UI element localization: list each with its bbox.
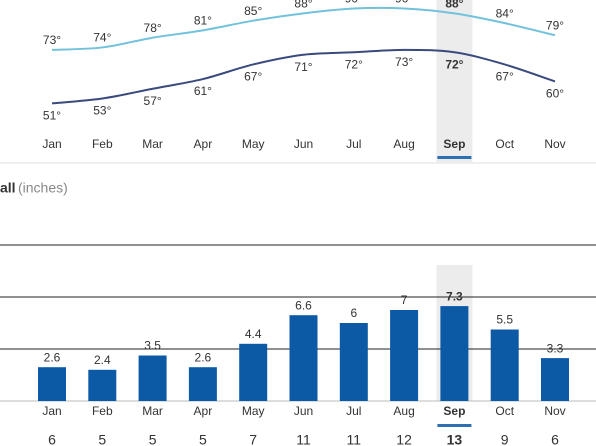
x-tick-label: Apr — [194, 137, 213, 151]
x-tick-label: Nov — [544, 404, 565, 418]
value-label: 57° — [144, 94, 162, 108]
value-label: 90° — [395, 0, 413, 6]
value-label: 81° — [194, 14, 212, 28]
rain-days: 5 — [98, 432, 106, 446]
value-label: 88° — [294, 0, 312, 11]
value-label: 74° — [93, 31, 111, 45]
bar — [239, 343, 268, 401]
value-label: 72° — [445, 57, 463, 71]
rain-days: 7 — [249, 432, 257, 446]
value-label: 67° — [244, 70, 262, 84]
value-label: 3.3 — [547, 341, 564, 355]
highlight-underline — [437, 156, 472, 159]
value-label: 6 — [350, 306, 357, 320]
value-label: 2.4 — [94, 353, 111, 367]
value-label: 61° — [194, 84, 212, 98]
value-label: 67° — [496, 70, 514, 84]
rain-days: 5 — [149, 432, 157, 446]
chart-title: all — [0, 180, 16, 196]
value-label: 7.3 — [446, 289, 463, 303]
x-tick-label: Mar — [142, 137, 163, 151]
value-label: 88° — [445, 0, 463, 11]
bar — [88, 369, 117, 401]
bar — [289, 315, 318, 401]
x-tick-label: Apr — [194, 404, 213, 418]
x-tick-label: Sep — [443, 137, 465, 151]
bar — [440, 306, 469, 401]
bar — [541, 358, 569, 401]
bar — [339, 323, 368, 401]
bar — [138, 355, 167, 401]
x-tick-label: Oct — [495, 404, 514, 418]
rain-days: 11 — [347, 432, 362, 446]
value-label: 78° — [144, 21, 162, 35]
value-label: 4.4 — [245, 327, 262, 341]
unit-label: (inches) — [18, 180, 68, 196]
rain-days: 9 — [501, 432, 509, 446]
value-label: 85° — [244, 4, 262, 18]
value-label: 2.6 — [195, 350, 212, 364]
value-label: 2.6 — [44, 350, 61, 364]
rain-days: 6 — [48, 432, 56, 446]
rain-days: 6 — [551, 432, 559, 446]
x-tick-label: Aug — [393, 404, 414, 418]
temperature-line — [51, 6, 556, 51]
x-tick-label: Jun — [294, 404, 313, 418]
x-tick-label: Nov — [544, 137, 565, 151]
value-label: 79° — [546, 18, 564, 32]
bar — [38, 367, 66, 401]
value-label: 51° — [43, 109, 61, 123]
temperature-line — [51, 48, 556, 105]
value-label: 53° — [93, 104, 111, 118]
x-tick-label: May — [242, 137, 265, 151]
rain-days: 11 — [296, 432, 311, 446]
value-label: 72° — [345, 57, 363, 71]
x-tick-label: Feb — [92, 137, 113, 151]
value-label: 6.6 — [295, 298, 312, 312]
x-tick-label: Mar — [142, 404, 163, 418]
value-label: 90° — [345, 0, 363, 6]
bar — [188, 367, 217, 401]
value-label: 84° — [496, 6, 514, 20]
x-tick-label: Feb — [92, 404, 113, 418]
x-tick-label: Aug — [393, 137, 414, 151]
value-label: 73° — [395, 55, 413, 69]
x-tick-label: Jun — [294, 137, 313, 151]
value-label: 73° — [43, 33, 61, 47]
x-tick-label: Jul — [346, 137, 361, 151]
value-label: 3.5 — [144, 339, 161, 353]
highlight-underline — [437, 424, 472, 427]
highlight-band — [436, 0, 473, 162]
bar — [490, 329, 519, 401]
rain-days: 13 — [447, 432, 463, 446]
rain-days: 5 — [199, 432, 207, 446]
bar — [390, 310, 419, 401]
value-label: 71° — [294, 60, 312, 74]
rain-days: 12 — [396, 432, 412, 446]
x-tick-label: Sep — [443, 404, 465, 418]
value-label: 7 — [401, 293, 408, 307]
x-tick-label: Oct — [495, 137, 514, 151]
x-tick-label: Jan — [42, 404, 61, 418]
value-label: 60° — [546, 87, 564, 101]
x-tick-label: Jul — [346, 404, 361, 418]
x-tick-label: Jan — [42, 137, 61, 151]
value-label: 5.5 — [496, 313, 513, 327]
x-tick-label: May — [242, 404, 265, 418]
